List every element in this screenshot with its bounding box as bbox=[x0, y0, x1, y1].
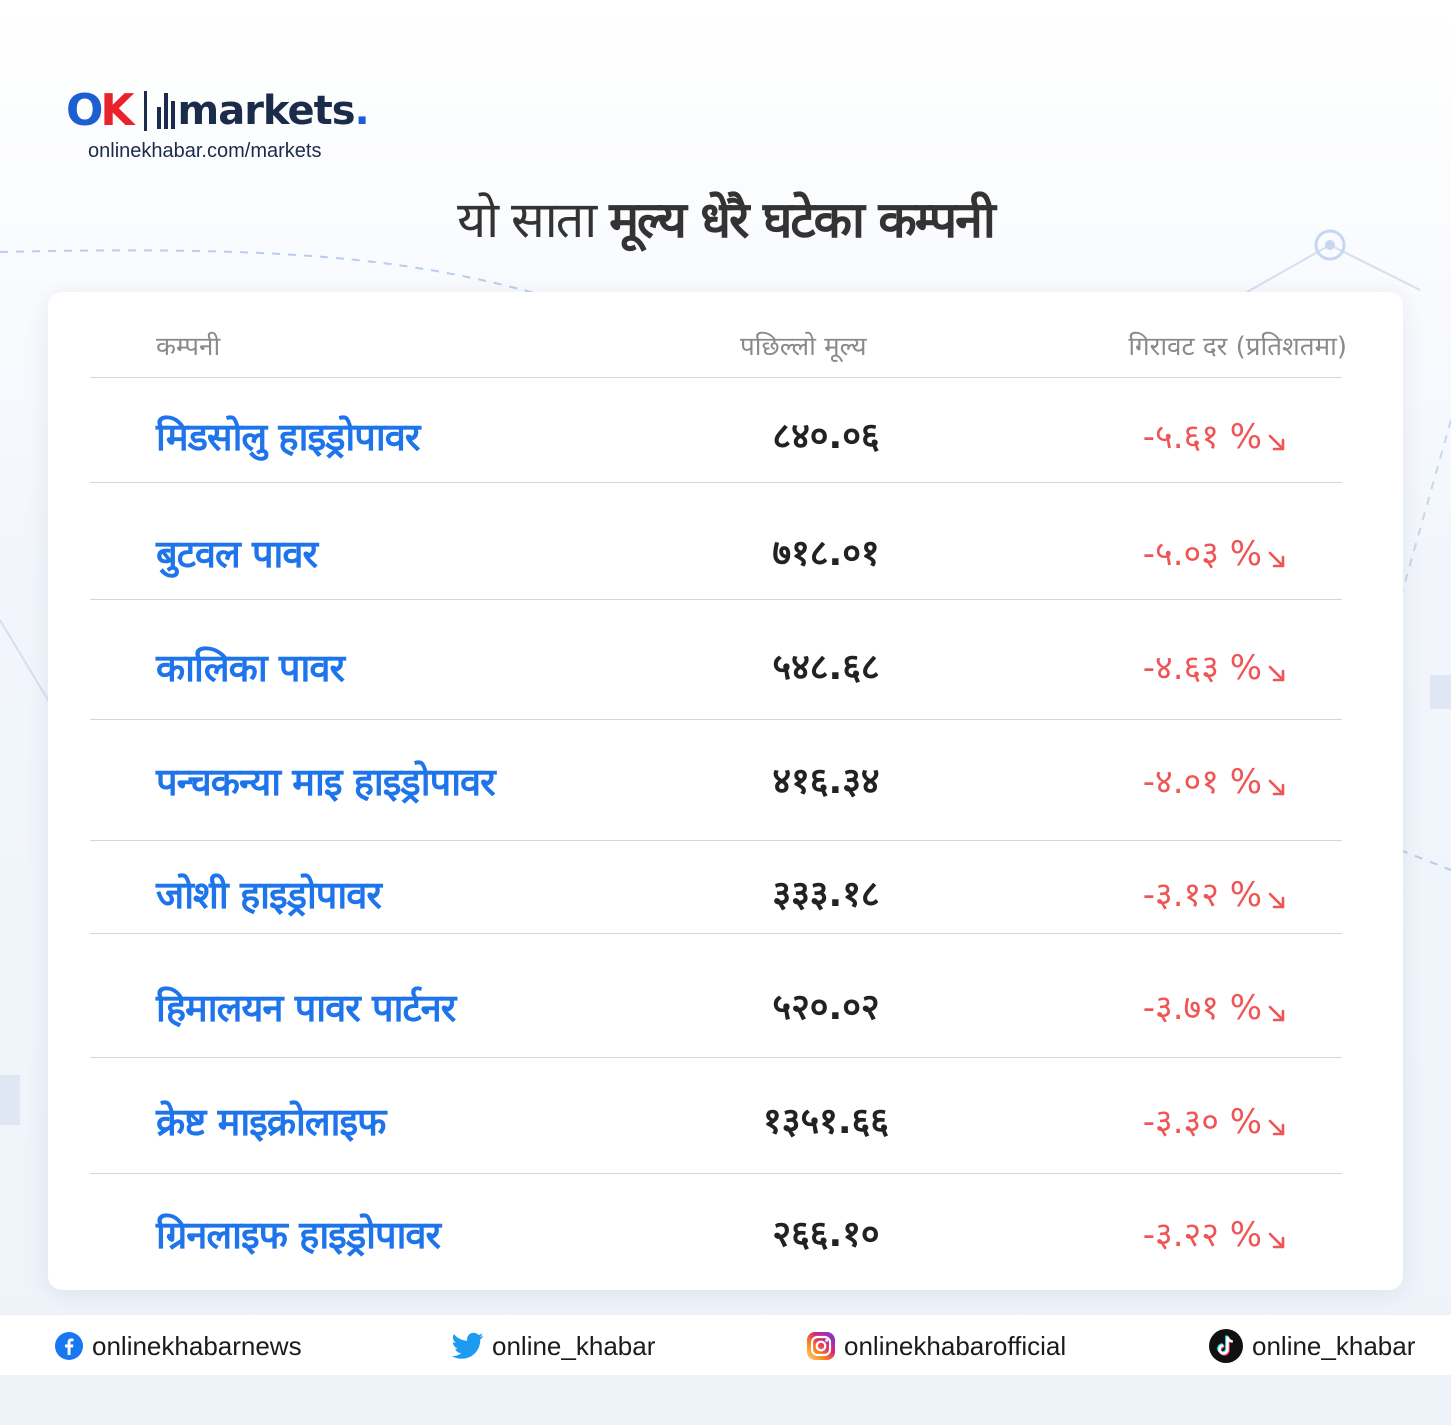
column-header-decline-rate: गिरावट दर (प्रतिशतमा) bbox=[1128, 332, 1347, 362]
decline-rate: -५.६१ % bbox=[1142, 417, 1262, 457]
arrow-down-right-icon bbox=[1266, 777, 1288, 799]
company-name: ग्रिनलाइफ हाइड्रोपावर bbox=[156, 1213, 441, 1257]
decline-rate: -३.७१ % bbox=[1142, 988, 1262, 1028]
company-name: जोशी हाइड्रोपावर bbox=[156, 873, 382, 917]
decline-rate: -३.२२ % bbox=[1142, 1215, 1262, 1255]
last-price: ३३३.१८ bbox=[772, 874, 880, 915]
row-divider bbox=[90, 933, 1342, 934]
row-divider bbox=[90, 1057, 1342, 1058]
row-divider bbox=[90, 719, 1342, 720]
row-divider bbox=[90, 482, 1342, 483]
decline-rate: -३.३० % bbox=[1142, 1102, 1262, 1142]
decline-rate: -४.६३ % bbox=[1142, 648, 1262, 688]
twitter-handle: online_khabar bbox=[492, 1330, 656, 1361]
decline-rate: -३.१२ % bbox=[1142, 875, 1262, 915]
column-header-company: कम्पनी bbox=[156, 332, 221, 362]
company-name: बुटवल पावर bbox=[156, 532, 318, 576]
facebook-icon bbox=[55, 1332, 83, 1360]
arrow-down-right-icon bbox=[1266, 663, 1288, 685]
table-header: कम्पनी पछिल्लो मूल्य गिरावट दर (प्रतिशतम… bbox=[48, 292, 1403, 378]
arrow-down-right-icon bbox=[1266, 1117, 1288, 1139]
facebook-handle: onlinekhabarnews bbox=[92, 1330, 302, 1361]
bar-chart-icon bbox=[156, 93, 175, 129]
last-price: १३५१.६६ bbox=[763, 1101, 889, 1142]
logo-ok-mark: OK bbox=[66, 85, 135, 136]
title-bold: मूल्य धेरै घटेका कम्पनी bbox=[609, 191, 996, 249]
logo-wordmark: markets. bbox=[177, 88, 370, 134]
company-name: पन्चकन्या माइ हाइड्रोपावर bbox=[156, 760, 496, 804]
row-divider bbox=[90, 1173, 1342, 1174]
last-price: ४१६.३४ bbox=[772, 761, 880, 802]
company-name: हिमालयन पावर पार्टनर bbox=[156, 986, 456, 1030]
instagram-handle: onlinekhabarofficial bbox=[844, 1330, 1067, 1361]
last-price: ७१८.०१ bbox=[772, 533, 880, 574]
row-divider bbox=[90, 840, 1342, 841]
last-price: ५४८.६८ bbox=[772, 647, 880, 688]
company-name: क्रेष्ट माइक्रोलाइफ bbox=[156, 1100, 386, 1144]
twitter-link[interactable]: online_khabar bbox=[452, 1329, 655, 1363]
row-divider bbox=[90, 599, 1342, 600]
decline-rate: -४.०१ % bbox=[1142, 762, 1262, 802]
company-name: कालिका पावर bbox=[156, 646, 345, 690]
page-title: यो साता मूल्य धेरै घटेका कम्पनी bbox=[0, 180, 1451, 260]
site-url[interactable]: onlinekhabar.com/markets bbox=[88, 140, 322, 162]
instagram-icon bbox=[807, 1332, 835, 1360]
arrow-down-right-icon bbox=[1266, 432, 1288, 454]
arrow-down-right-icon bbox=[1266, 1003, 1288, 1025]
arrow-down-right-icon bbox=[1266, 1230, 1288, 1252]
tiktok-link[interactable]: online_khabar bbox=[1208, 1329, 1415, 1363]
tiktok-icon bbox=[1209, 1329, 1243, 1363]
last-price: २६६.१० bbox=[772, 1214, 880, 1255]
arrow-down-right-icon bbox=[1266, 890, 1288, 912]
column-header-last-price: पछिल्लो मूल्य bbox=[740, 332, 867, 362]
tiktok-handle: online_khabar bbox=[1252, 1330, 1416, 1361]
company-name: मिडसोलु हाइड्रोपावर bbox=[156, 415, 420, 459]
last-price: ८४०.०६ bbox=[772, 416, 880, 457]
logo-separator bbox=[143, 91, 147, 131]
brand-logo[interactable]: OK markets. bbox=[66, 85, 370, 136]
decline-rate: -५.०३ % bbox=[1142, 534, 1262, 574]
title-light: यो साता bbox=[457, 191, 597, 249]
twitter-icon bbox=[452, 1332, 484, 1359]
data-table-card: कम्पनी पछिल्लो मूल्य गिरावट दर (प्रतिशतम… bbox=[48, 292, 1403, 1290]
last-price: ५२०.०२ bbox=[772, 987, 880, 1028]
instagram-link[interactable]: onlinekhabarofficial bbox=[806, 1329, 1066, 1363]
row-divider bbox=[90, 377, 1342, 378]
arrow-down-right-icon bbox=[1266, 549, 1288, 571]
footer-social-bar: onlinekhabarnews online_khabar onlinek bbox=[0, 1315, 1451, 1375]
facebook-link[interactable]: onlinekhabarnews bbox=[54, 1329, 302, 1363]
